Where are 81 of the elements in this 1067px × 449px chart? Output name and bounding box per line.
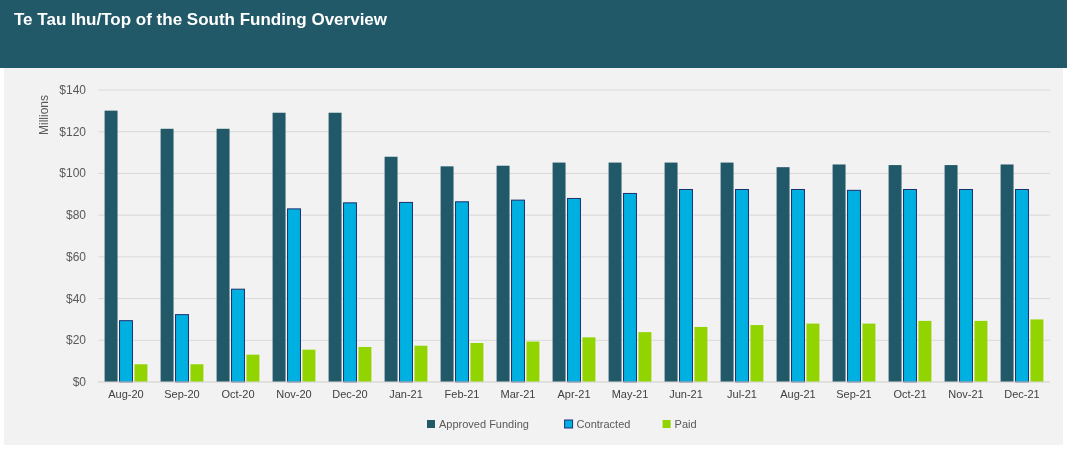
legend-label: Contracted bbox=[576, 418, 631, 430]
x-tick-label: Jan-21 bbox=[389, 388, 423, 400]
bar bbox=[974, 320, 988, 382]
bar bbox=[358, 346, 372, 382]
bar bbox=[302, 349, 316, 382]
bar bbox=[862, 323, 876, 382]
x-tick-label: Oct-20 bbox=[221, 388, 255, 400]
x-tick-label: Aug-21 bbox=[780, 388, 816, 400]
bar bbox=[343, 202, 357, 383]
bar bbox=[216, 128, 230, 382]
bar bbox=[608, 162, 622, 382]
bar bbox=[119, 320, 133, 383]
x-tick-label: Aug-20 bbox=[108, 388, 144, 400]
bar bbox=[959, 188, 973, 383]
x-tick-label: Nov-21 bbox=[948, 388, 984, 400]
y-tick-label: $0 bbox=[72, 375, 87, 389]
bar bbox=[134, 364, 148, 382]
bar bbox=[720, 162, 734, 382]
bar bbox=[623, 192, 637, 383]
bar bbox=[791, 188, 805, 383]
legend-label: Approved Funding bbox=[439, 418, 529, 430]
bar bbox=[231, 288, 245, 383]
bar bbox=[328, 112, 342, 382]
bar bbox=[679, 188, 693, 383]
legend-label: Paid bbox=[674, 418, 697, 430]
bar bbox=[735, 188, 749, 383]
bar bbox=[552, 162, 566, 382]
bar bbox=[287, 208, 301, 383]
bar bbox=[399, 201, 413, 383]
bar bbox=[496, 165, 510, 382]
bar bbox=[160, 128, 174, 382]
bar bbox=[272, 112, 286, 382]
bar bbox=[470, 343, 484, 382]
x-tick-label: Jun-21 bbox=[669, 388, 703, 400]
bar bbox=[903, 188, 917, 383]
bar bbox=[414, 345, 428, 382]
bar bbox=[104, 110, 118, 382]
bar bbox=[1000, 164, 1014, 382]
x-tick-label: Dec-21 bbox=[1004, 388, 1040, 400]
bar bbox=[440, 166, 454, 382]
bar bbox=[750, 325, 764, 382]
y-tick-label: $60 bbox=[65, 249, 87, 264]
x-tick-label: May-21 bbox=[611, 388, 649, 400]
x-tick-label: Oct-21 bbox=[893, 388, 927, 400]
bar bbox=[1030, 319, 1044, 382]
x-tick-label: Sep-20 bbox=[164, 388, 200, 400]
bar bbox=[190, 364, 204, 382]
bar bbox=[832, 164, 846, 382]
bar bbox=[455, 201, 469, 383]
bar bbox=[918, 320, 932, 382]
x-tick-label: Dec-20 bbox=[332, 388, 368, 400]
bar bbox=[664, 162, 678, 382]
x-tick-label: Feb-21 bbox=[444, 388, 480, 400]
x-tick-label: Apr-21 bbox=[557, 388, 591, 400]
bar bbox=[888, 165, 902, 382]
y-tick-label: $20 bbox=[65, 333, 87, 348]
y-tick-label: $40 bbox=[65, 291, 87, 306]
bar bbox=[582, 337, 596, 382]
x-tick-label: Nov-20 bbox=[276, 388, 312, 400]
x-tick-label: Mar-21 bbox=[500, 388, 536, 400]
chart-title: Te Tau Ihu/Top of the South Funding Overview bbox=[14, 10, 388, 29]
bar bbox=[246, 354, 260, 382]
bar bbox=[944, 165, 958, 382]
y-tick-label: $100 bbox=[59, 166, 87, 181]
x-tick-label: Jul-21 bbox=[727, 388, 757, 400]
y-tick-label: $120 bbox=[59, 124, 87, 139]
bar bbox=[511, 199, 525, 383]
bar bbox=[567, 197, 581, 383]
bar bbox=[638, 332, 652, 382]
x-tick-label: Sep-21 bbox=[836, 388, 872, 400]
y-axis-title: Millions bbox=[37, 94, 51, 136]
bar bbox=[776, 167, 790, 382]
bar bbox=[694, 326, 708, 382]
bar bbox=[384, 156, 398, 382]
y-tick-label: $140 bbox=[59, 83, 87, 97]
bar bbox=[847, 189, 861, 383]
bar bbox=[1015, 188, 1029, 383]
bar bbox=[806, 323, 820, 382]
bar bbox=[175, 314, 189, 383]
bar bbox=[526, 341, 540, 382]
y-tick-label: $80 bbox=[65, 208, 87, 223]
